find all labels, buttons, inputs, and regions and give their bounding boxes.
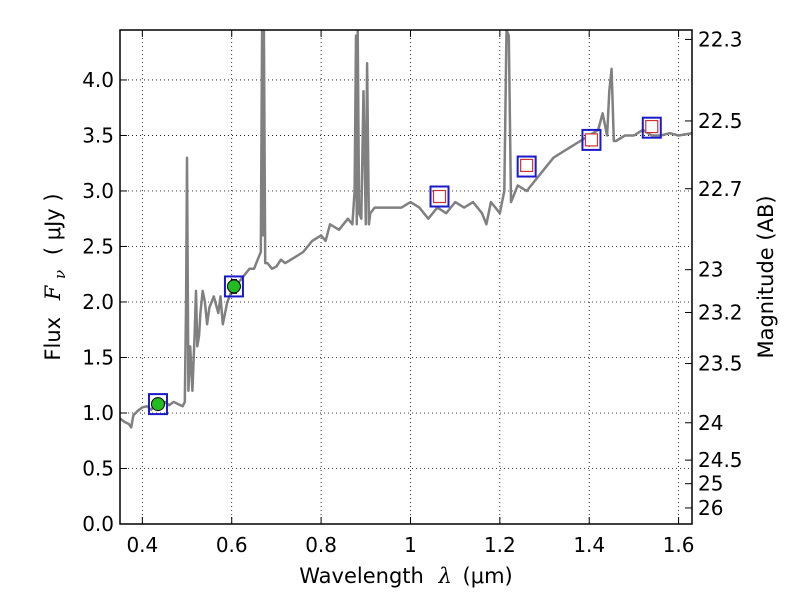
mag-tick-label: 22.5	[698, 109, 743, 133]
model-box-marker	[641, 116, 662, 139]
photometry-point-ir	[584, 133, 599, 147]
x-tick-label: 1.6	[663, 533, 695, 557]
y2-axis-label: Magnitude (AB)	[754, 195, 778, 358]
spectrum-layer	[120, 30, 692, 429]
y-tick-label: 1.0	[82, 401, 114, 425]
y-tick-label: 3.5	[82, 123, 114, 147]
mag-tick-label: 24.5	[698, 448, 743, 472]
x-axis-label-prefix: Wavelength	[299, 564, 424, 588]
y-axis-label: Flux F ν ( μJy )	[41, 193, 70, 360]
y-tick-label: 2.0	[82, 290, 114, 314]
y-tick-label: 1.5	[82, 345, 114, 369]
model-box-marker	[429, 185, 450, 208]
y-axis-label-unit: ( μJy )	[41, 193, 65, 255]
marker-layer	[147, 116, 662, 416]
y-tick-label: 0.0	[82, 512, 114, 536]
model-box-marker	[516, 155, 537, 178]
mag-tick-label: 23.5	[698, 352, 743, 376]
x-tick-label: 0.8	[305, 533, 337, 557]
photometry-point-ir	[432, 189, 447, 204]
spectrum-line	[120, 30, 692, 429]
photometry-point-ir	[645, 119, 659, 134]
mag-tick-label: 22.7	[698, 177, 743, 201]
mag-tick-label: 25	[698, 472, 723, 496]
x-tick-label: 0.6	[216, 533, 248, 557]
y-axis-label-prefix: Flux	[41, 317, 65, 361]
x-axis-label: Wavelength λ (μm)	[299, 564, 512, 588]
mag-tick-label: 23	[698, 258, 723, 282]
mag-tick-label: 23.2	[698, 300, 743, 324]
plot-frame	[119, 29, 693, 525]
mag-tick-label: 22.3	[698, 27, 743, 51]
y-tick-label: 3.0	[82, 179, 114, 203]
photometry-point-ground	[150, 397, 165, 412]
x-tick-label: 1.4	[573, 533, 605, 557]
x-axis-label-symbol: λ	[438, 564, 452, 588]
x-axis-label-unit: (μm)	[463, 564, 513, 588]
mag-tick-label: 24	[698, 411, 723, 435]
model-box-marker	[223, 275, 244, 298]
mag-tick-label: 26	[698, 496, 723, 520]
photometry-point-ground	[226, 279, 241, 294]
model-box-marker	[147, 393, 168, 416]
model-box-marker	[581, 128, 602, 151]
x-tick-label: 1	[404, 533, 417, 557]
tick-layer: 0.4 0.6 0.8 1 1.2 1.4 1.6 0.0 0.5 1.0 1.5 2.0 2.5 3.0…	[82, 27, 742, 557]
y-tick-label: 4.0	[82, 68, 114, 92]
y-axis-label-symbol: F	[41, 284, 65, 301]
photometry-point-ir	[520, 158, 534, 173]
y-tick-label: 2.5	[82, 234, 114, 258]
grid-layer	[120, 30, 692, 525]
x-tick-label: 1.2	[484, 533, 516, 557]
y-tick-label: 0.5	[82, 456, 114, 480]
x-tick-label: 0.4	[126, 533, 158, 557]
y-axis-label-subscript: ν	[51, 270, 69, 279]
